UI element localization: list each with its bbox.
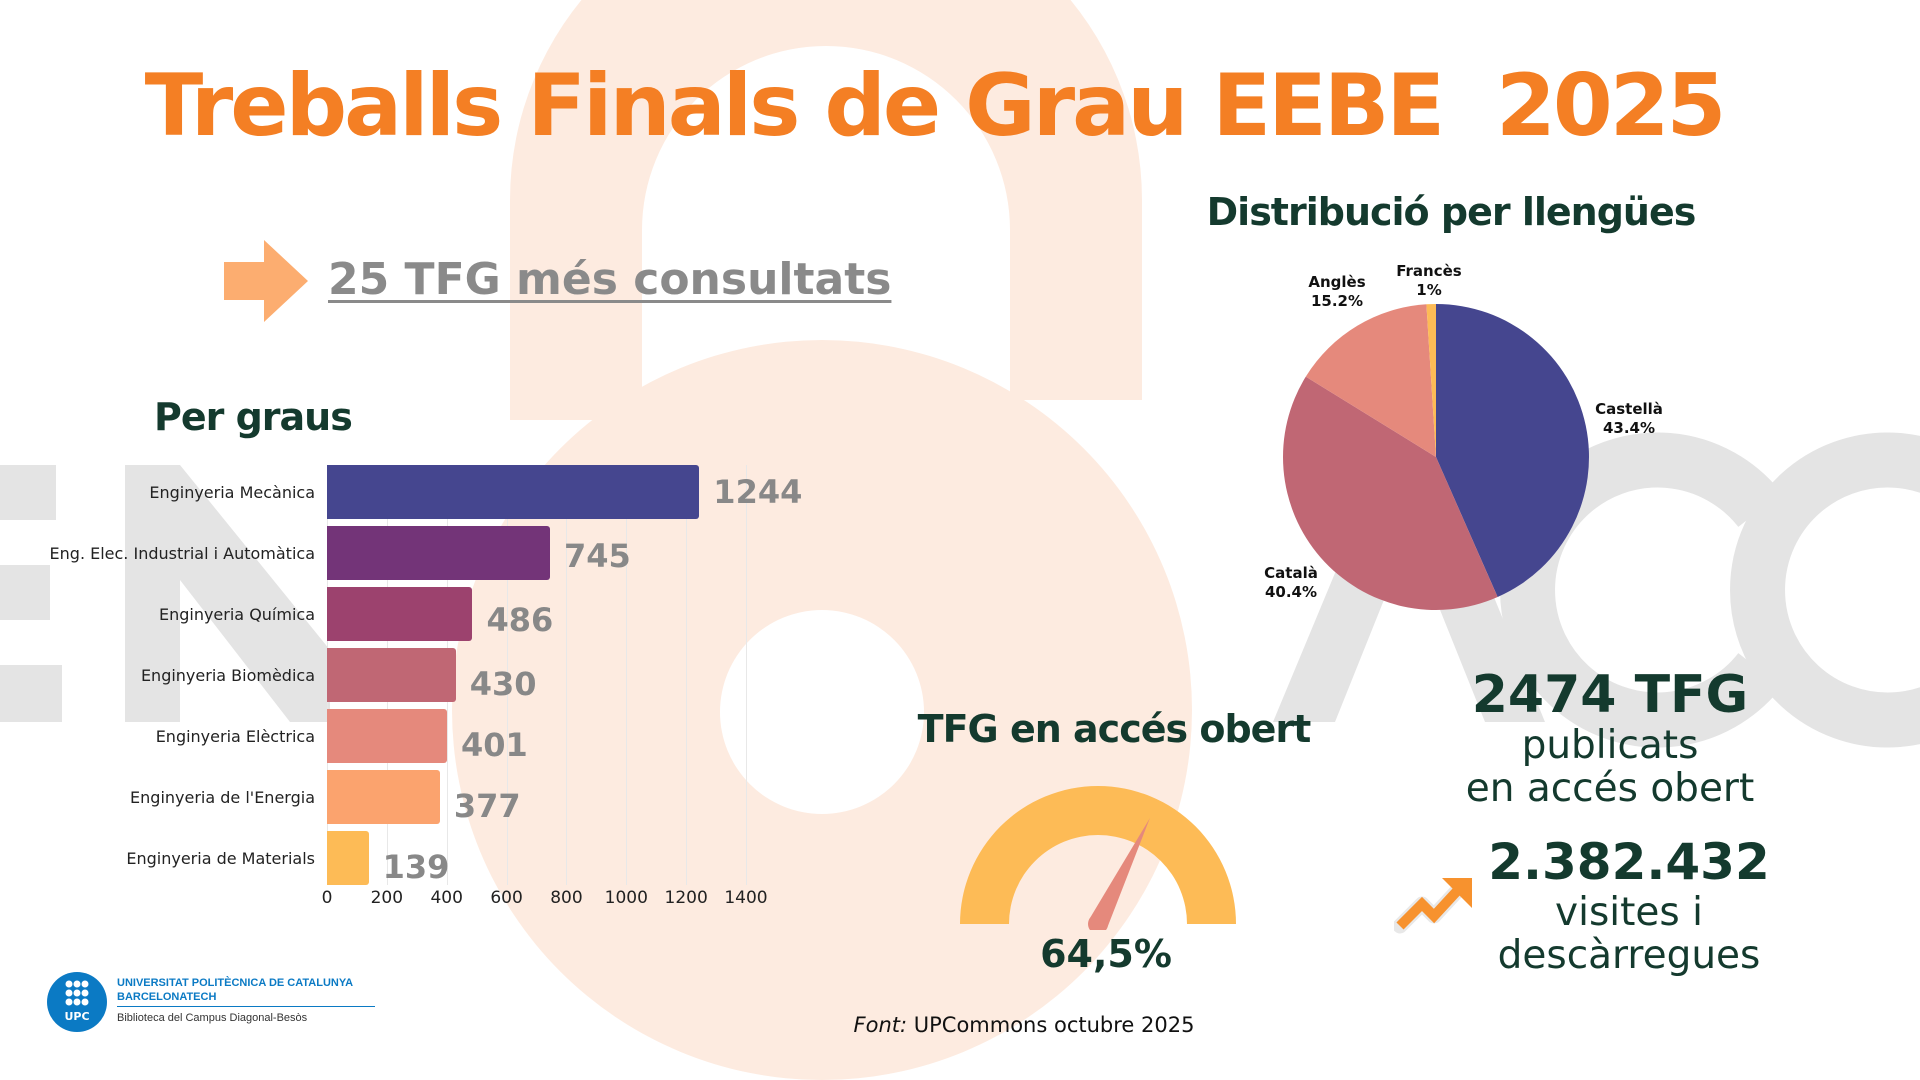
value-label: 401 — [461, 726, 528, 764]
logo-line3: Biblioteca del Campus Diagonal-Besòs — [117, 1012, 308, 1024]
top25-link[interactable]: 25 TFG més consultats — [328, 254, 892, 305]
open-access-gauge — [960, 786, 1236, 930]
by-degree-title: Per graus — [154, 395, 353, 439]
pie-slice-català — [1283, 376, 1498, 610]
logo-line2: BARCELONATECH — [117, 991, 217, 1003]
pie-slice-anglès — [1305, 304, 1436, 457]
category-label: Enginyeria Química — [158, 605, 315, 624]
bar — [327, 831, 369, 885]
arrow-right-icon — [224, 240, 308, 322]
pie-slice-francès — [1426, 304, 1436, 457]
languages-title: Distribució per llengües — [1206, 190, 1697, 234]
trending-up-icon — [1394, 878, 1472, 934]
published-line2: en accés obert — [1465, 766, 1755, 811]
x-tick-label: 1400 — [724, 888, 768, 908]
value-label: 430 — [469, 665, 537, 703]
x-tick-label: 200 — [370, 888, 404, 908]
visits-count: 2.382.432 — [1488, 833, 1770, 891]
pie-label-name: Francès — [1396, 262, 1462, 280]
upc-dots-icon — [65, 980, 89, 1006]
bar — [327, 587, 473, 641]
watermark-letters-acc — [1273, 432, 1920, 748]
x-tick-label: 0 — [321, 888, 333, 908]
x-tick-label: 600 — [490, 888, 523, 908]
pie-slice-castellà — [1436, 304, 1589, 598]
page-title: Treballs Finals de Grau EEBE 2025 — [144, 56, 1727, 156]
pie-label-value: 40.4% — [1264, 582, 1318, 601]
published-line1: publicats — [1521, 723, 1699, 768]
gridline — [746, 465, 747, 885]
category-label: Enginyeria de Materials — [126, 849, 315, 868]
gauge-arc — [960, 786, 1236, 924]
upc-logo-mark: UPC — [64, 1010, 90, 1023]
visits-line2: descàrregues — [1497, 933, 1761, 978]
pie-label: Anglès 15.2% — [1287, 273, 1387, 311]
pie-label-name: Anglès — [1308, 273, 1366, 291]
gridline — [626, 465, 628, 885]
bar — [327, 526, 550, 580]
pie-label-name: Català — [1264, 564, 1318, 582]
bar — [327, 465, 700, 519]
value-label: 1244 — [713, 473, 803, 511]
x-tick-label: 1000 — [604, 888, 648, 908]
pie-label-value: 1% — [1416, 280, 1442, 299]
x-tick-label: 1200 — [664, 888, 708, 908]
pie-label: Castellà 43.4% — [1579, 400, 1679, 438]
value-label: 377 — [453, 787, 521, 825]
pie-label-value: 15.2% — [1310, 291, 1364, 310]
value-label: 745 — [563, 537, 631, 575]
pie-label: Català 40.4% — [1241, 564, 1341, 602]
category-label: Enginyeria Elèctrica — [155, 727, 315, 746]
published-count: 2474 TFG — [1471, 665, 1749, 725]
bar — [327, 648, 456, 702]
visits-line1: visites i — [1555, 890, 1703, 935]
x-tick-label: 800 — [550, 888, 583, 908]
bar — [327, 770, 440, 824]
open-access-title: TFG en accés obert — [917, 707, 1312, 751]
x-tick-label: 400 — [430, 888, 463, 908]
gridline — [566, 465, 568, 885]
value-label: 486 — [486, 601, 554, 639]
upc-logo: UPC — [47, 972, 107, 1032]
lock-hole — [720, 610, 924, 814]
logo-line1: UNIVERSITAT POLITÈCNICA DE CATALUNYA — [117, 977, 354, 989]
source-prefix: Font: — [853, 1013, 908, 1037]
gauge-needle — [1088, 818, 1150, 930]
logo-divider — [117, 1006, 375, 1007]
pie-label: Francès 1% — [1379, 262, 1479, 300]
value-label: 139 — [382, 848, 450, 886]
source-text: UPCommons octubre 2025 — [907, 1013, 1195, 1037]
category-label: Eng. Elec. Industrial i Automàtica — [49, 544, 315, 563]
gridline — [506, 465, 508, 885]
pie-label-name: Castellà — [1595, 400, 1663, 418]
pie-label-value: 43.4% — [1602, 418, 1656, 437]
open-access-value: 64,5% — [1040, 932, 1172, 976]
category-label: Enginyeria Mecànica — [149, 483, 315, 502]
bar — [327, 709, 447, 763]
watermark-letters-en — [0, 465, 330, 722]
lock-shackle — [510, 0, 1142, 420]
category-label: Enginyeria Biomèdica — [140, 666, 315, 685]
gridline — [686, 465, 688, 885]
category-label: Enginyeria de l'Energia — [130, 788, 315, 807]
source-note: Font: UPCommons octubre 2025 — [824, 1013, 1224, 1037]
